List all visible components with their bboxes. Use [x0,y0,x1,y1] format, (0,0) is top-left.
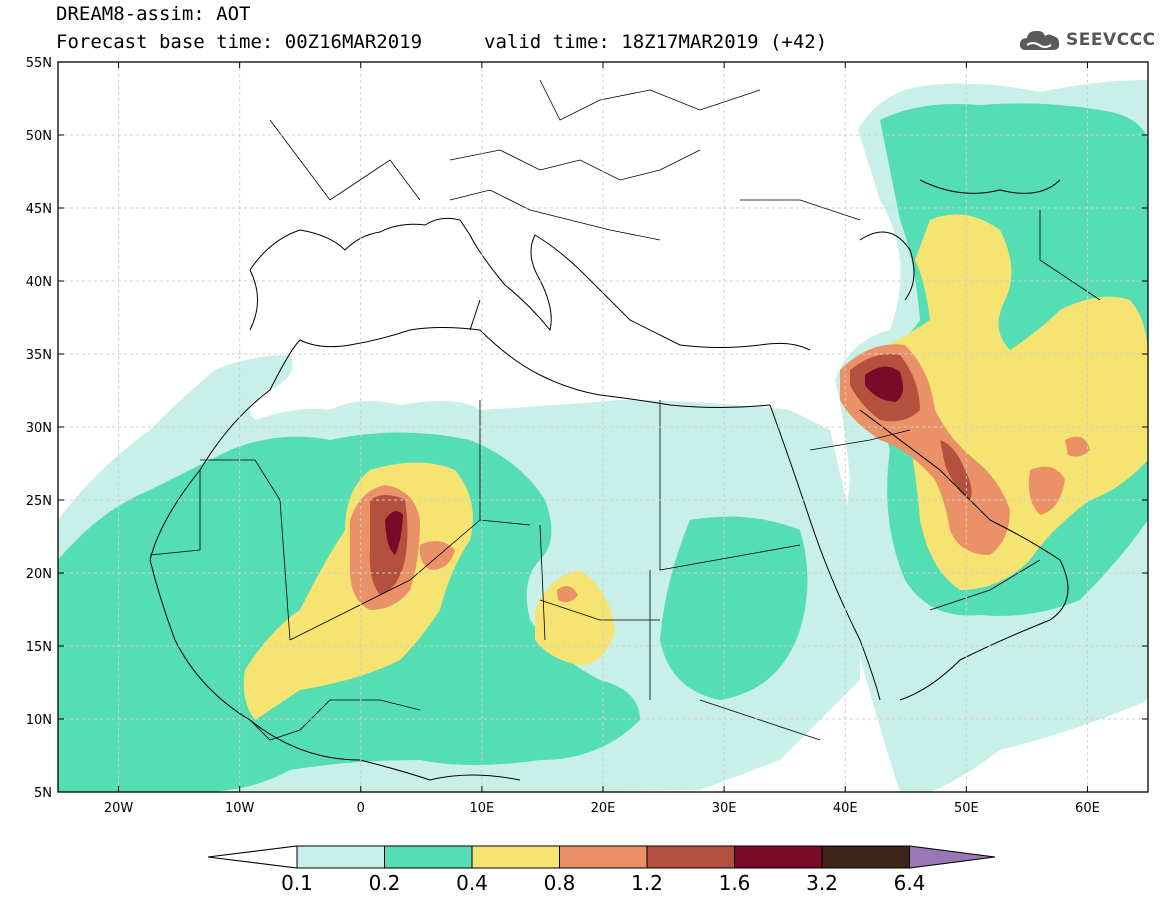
colorbar-swatch [821,845,910,869]
lon-label: 20W [104,801,134,816]
colorbar-tick-label: 1.2 [631,871,663,895]
colorbar-tick-label: 1.6 [719,871,751,895]
colorbar-tick-label: 0.8 [544,871,576,895]
colorbar-swatch [384,845,473,869]
logo-text: SEEVCCC [1066,30,1156,50]
lat-label: 5N [34,786,52,801]
colorbar-tick-label: 0.4 [456,871,488,895]
lon-label: 0 [357,801,365,816]
colorbar-tick-label: 6.4 [894,871,926,895]
lon-label: 30E [712,801,737,816]
cloud-icon [1019,30,1060,50]
colorbar-swatch [296,845,385,869]
country-borders [149,79,1101,741]
lon-label: 10E [470,801,495,816]
lon-label: 60E [1075,801,1100,816]
aot-level-1.6 [385,366,904,555]
lat-label: 25N [26,494,52,509]
colorbar-tick-label: 3.2 [806,871,838,895]
coastlines [149,179,1069,781]
lon-label: 20E [591,801,616,816]
aot-contours [58,80,1148,792]
valid-time: valid time: 18Z17MAR2019 (+42) [484,31,828,53]
lat-label: 45N [26,202,52,217]
lat-label: 40N [26,275,52,290]
colorbar-swatch [734,845,823,869]
lat-label: 30N [26,421,52,436]
colorbar-tick-label: 0.2 [369,871,401,895]
lat-label: 10N [26,713,52,728]
colorbar: 0.1 0.2 0.4 0.8 1.2 1.6 3.2 6.4 [207,845,996,895]
colorbar-over-arrow [909,845,996,869]
lat-label: 50N [26,129,52,144]
lat-label: 20N [26,567,52,582]
colorbar-swatch [559,845,648,869]
map-title: DREAM8-assim: AOT [56,3,251,25]
forecast-base-time: Forecast base time: 00Z16MAR2019 [56,31,423,53]
lon-label: 40E [833,801,858,816]
longitude-axis: 20W 10W 0 10E 20E 30E 40E 50E 60E [104,62,1100,816]
colorbar-tick-label: 0.1 [281,871,313,895]
colorbar-swatch [646,845,735,869]
lon-label: 50E [954,801,979,816]
seevccc-logo: SEEVCCC [1018,28,1156,52]
colorbar-under-arrow [207,845,298,869]
lat-label: 15N [26,640,52,655]
lat-label: 35N [26,348,52,363]
lon-label: 10W [225,801,255,816]
colorbar-swatch [471,845,560,869]
lat-label: 55N [26,56,52,71]
